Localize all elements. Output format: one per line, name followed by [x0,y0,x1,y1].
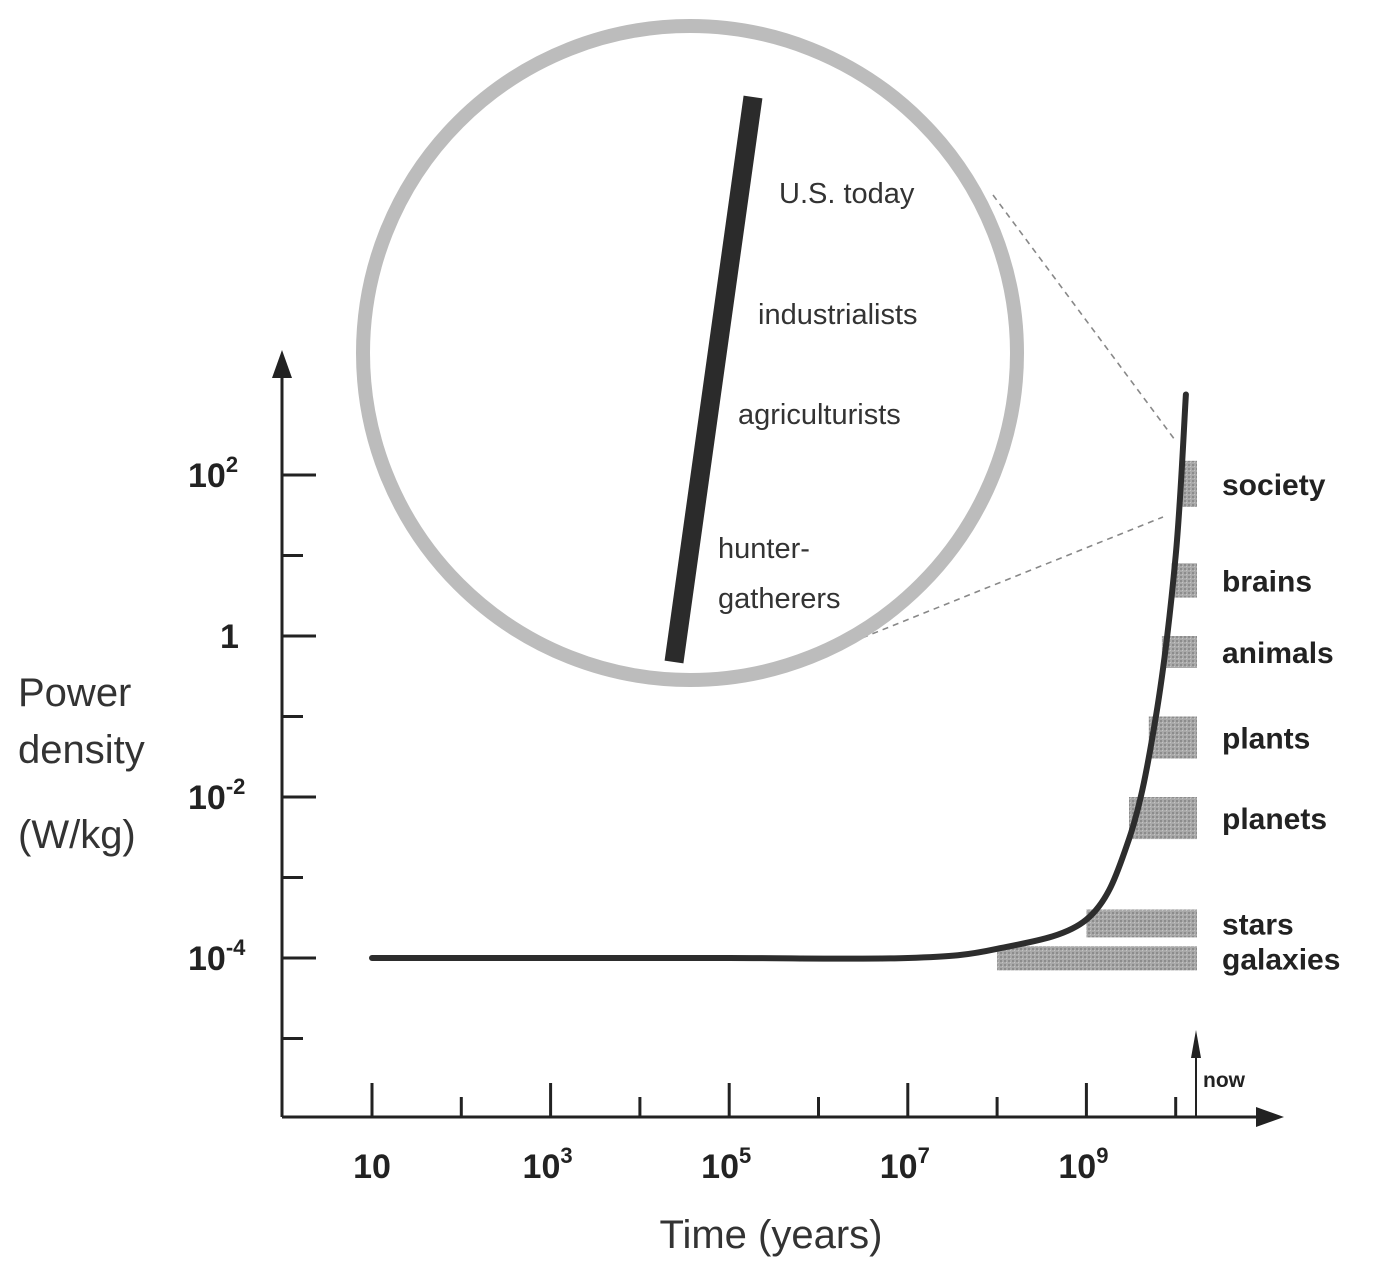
label-stars: stars [1222,909,1294,942]
inset-zoom: U.S. today industrialists agriculturists… [356,19,1176,687]
y-axis-title-line-1: Power [18,671,131,715]
y-tick-label: 102 [188,452,238,495]
x-axis-ticks [370,1083,1178,1117]
inset-label-hunter: hunter- [718,533,810,565]
category-labels: society brains animals plants planets starsga… [1222,469,1340,977]
y-tick-label: 10-4 [188,935,246,978]
x-axis-tick-labels: 10 103 105 107 109 [353,1143,1108,1186]
y-tick-label: 10-2 [188,774,245,817]
power-density-curve [369,391,1189,962]
y-axis-title-line-2: density [18,728,145,772]
label-plants: plants [1222,723,1310,756]
label-galaxies: galaxies [1222,943,1340,976]
y-axis-ticks [282,473,316,1040]
x-axis-arrow-icon [1256,1107,1284,1127]
y-axis-title: Power density (W/kg) [18,671,145,857]
inset-circle [356,19,1024,687]
x-tick-label: 107 [880,1143,930,1186]
category-bands [997,460,1197,971]
inset-label-gatherers: gatherers [718,583,841,615]
band-stars [1086,909,1197,938]
inset-label-us-today: U.S. today [779,178,915,210]
y-axis-title-line-3: (W/kg) [18,813,136,857]
label-animals: animals [1222,637,1334,670]
x-tick-label: 10 [353,1148,391,1186]
x-axis-title: Time (years) [660,1213,883,1257]
inset-growth-line [664,95,763,664]
now-arrow-icon [1191,1030,1201,1058]
zoom-guide-line-lower [851,516,1164,643]
zoom-guide-line-upper [992,194,1176,441]
label-brains: brains [1222,565,1312,598]
x-tick-label: 103 [523,1143,573,1186]
band-galaxies [997,946,1197,971]
now-marker: now [1191,1030,1246,1118]
y-axis-arrow-icon [272,350,292,378]
y-tick-label: 1 [220,618,239,656]
y-axis-tick-labels: 102 1 10-2 10-4 [188,452,246,978]
axes [272,350,1284,1127]
label-society: society [1222,469,1326,502]
now-label: now [1203,1069,1246,1092]
inset-label-industrialists: industrialists [758,299,918,331]
x-tick-label: 109 [1058,1143,1108,1186]
x-tick-label: 105 [701,1143,751,1186]
label-planets: planets [1222,803,1327,836]
inset-label-agriculturists: agriculturists [738,399,901,431]
